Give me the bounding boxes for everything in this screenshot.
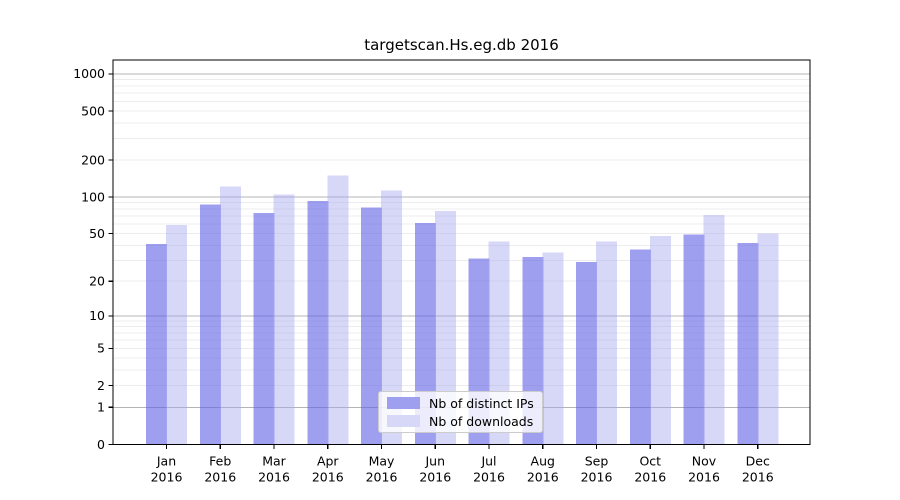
- legend-item-distinct-ips: Nb of distinct IPs: [387, 396, 542, 411]
- x-tick-label-month: Oct: [639, 454, 661, 469]
- bar-downloads-nov: [703, 215, 725, 445]
- y-tick-label: 1: [97, 400, 105, 415]
- y-tick-label: 0: [97, 437, 105, 452]
- legend-swatch-downloads: [387, 415, 420, 427]
- bar-distinct-ips-jun: [414, 223, 436, 445]
- y-tick-label: 500: [81, 103, 105, 118]
- legend-label-distinct-ips: Nb of distinct IPs: [429, 395, 534, 411]
- x-tick-label-month: Jul: [480, 454, 496, 469]
- bar-downloads-may: [381, 190, 402, 445]
- y-tick-label: 20: [89, 274, 105, 289]
- y-tick-label: 5: [97, 341, 105, 356]
- bar-downloads-dec: [757, 233, 779, 445]
- y-tick-label: 200: [81, 152, 105, 167]
- x-tick-label-year: 2016: [473, 470, 505, 485]
- bar-downloads-feb: [219, 186, 241, 445]
- bar-distinct-ips-feb: [199, 204, 221, 445]
- x-tick-label-year: 2016: [581, 470, 613, 485]
- x-tick-label-month: Jun: [424, 454, 445, 469]
- bar-downloads-apr: [327, 175, 349, 445]
- bar-downloads-jan: [166, 224, 187, 445]
- x-tick-label-month: May: [369, 454, 395, 469]
- bar-downloads-jun: [434, 210, 456, 445]
- bar-distinct-ips-oct: [629, 249, 651, 445]
- bar-downloads-sep: [596, 241, 617, 445]
- x-tick-label-month: Feb: [209, 454, 231, 469]
- x-tick-label-month: Aug: [531, 454, 555, 469]
- bar-distinct-ips-may: [361, 207, 382, 445]
- x-tick-label-year: 2016: [258, 470, 290, 485]
- bar-distinct-ips-nov: [683, 234, 705, 445]
- legend-swatch-distinct-ips: [387, 397, 420, 409]
- bar-distinct-ips-dec: [737, 242, 759, 445]
- bar-downloads-oct: [649, 235, 671, 445]
- x-tick-label-month: Nov: [692, 454, 717, 469]
- bar-downloads-aug: [542, 252, 564, 445]
- bar-distinct-ips-mar: [253, 212, 275, 445]
- bar-distinct-ips-jan: [146, 244, 167, 445]
- plot-frame: [112, 59, 811, 446]
- x-tick-label-year: 2016: [419, 470, 451, 485]
- x-tick-label-month: Jan: [156, 454, 176, 469]
- x-tick-label-year: 2016: [366, 470, 398, 485]
- y-tick-label: 1000: [73, 66, 105, 81]
- x-tick-label-month: Dec: [746, 454, 770, 469]
- x-tick-label-year: 2016: [742, 470, 774, 485]
- bar-downloads-mar: [273, 194, 295, 445]
- bar-distinct-ips-sep: [576, 262, 597, 445]
- legend: Nb of distinct IPs Nb of downloads: [378, 391, 543, 433]
- x-tick-label-year: 2016: [527, 470, 559, 485]
- y-tick-label: 50: [89, 226, 105, 241]
- legend-label-downloads: Nb of downloads: [429, 413, 534, 429]
- legend-item-downloads: Nb of downloads: [387, 414, 542, 429]
- x-tick-label-year: 2016: [688, 470, 720, 485]
- y-tick-label: 100: [81, 189, 105, 204]
- y-tick-label: 2: [97, 378, 105, 393]
- x-tick-label-year: 2016: [151, 470, 183, 485]
- x-tick-label-month: Sep: [585, 454, 609, 469]
- x-tick-label-month: Mar: [262, 454, 286, 469]
- x-tick-label-year: 2016: [312, 470, 344, 485]
- x-tick-label-year: 2016: [634, 470, 666, 485]
- x-tick-label-month: Apr: [317, 454, 339, 469]
- y-tick-label: 10: [89, 308, 105, 323]
- chart-title: targetscan.Hs.eg.db 2016: [364, 36, 559, 54]
- bar-distinct-ips-apr: [307, 200, 329, 445]
- x-tick-label-year: 2016: [204, 470, 236, 485]
